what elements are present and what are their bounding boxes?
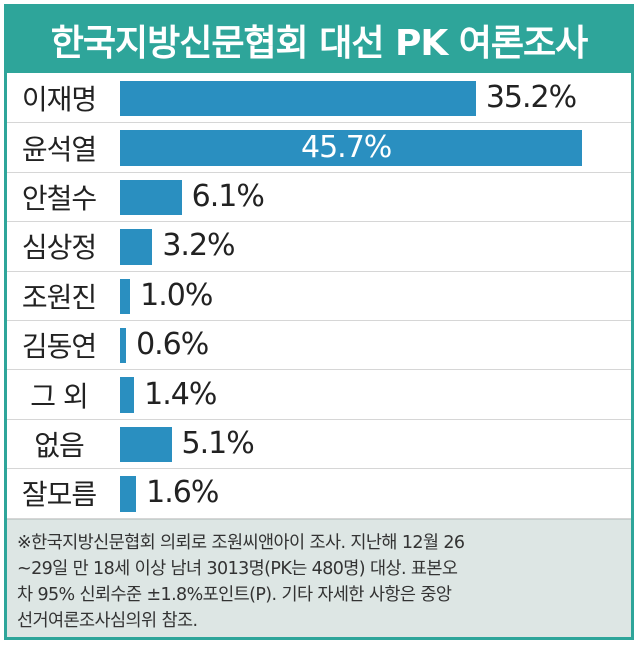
category-label: 그 외 <box>30 379 88 413</box>
chart-row: 없음 5.1% <box>7 420 631 470</box>
data-label: 1.0% <box>140 277 213 313</box>
bar <box>120 328 127 364</box>
bar <box>120 179 182 216</box>
bar <box>120 426 172 463</box>
chart-row: 윤석열 45.7% <box>7 123 631 173</box>
chart-row: 심상정 3.2% <box>7 222 631 272</box>
chart-row: 잘모름 1.6% <box>7 469 631 519</box>
category-label: 안철수 <box>21 181 97 215</box>
category-label: 김동연 <box>21 330 97 364</box>
data-label: 5.1% <box>181 425 255 461</box>
chart-frame: 한국지방신문협회 대선 PK 여론조사 이재명 35.2% 윤석열 45.7% 안철수 6… <box>4 4 634 640</box>
chart-row: 안철수 6.1% <box>7 173 631 223</box>
category-label: 잘모름 <box>21 478 97 512</box>
bar <box>120 229 153 265</box>
data-label: 35.2% <box>485 80 577 116</box>
chart-row: 김동연 0.6% <box>7 321 631 371</box>
bar <box>120 81 476 117</box>
data-label: 0.6% <box>136 327 209 363</box>
data-label: 45.7% <box>301 129 392 165</box>
category-label: 심상정 <box>21 231 97 265</box>
data-label: 3.2% <box>162 228 235 264</box>
data-label: 1.4% <box>144 376 217 412</box>
data-label: 6.1% <box>191 178 265 214</box>
data-label: 1.6% <box>146 475 219 511</box>
chart-title: 한국지방신문협회 대선 PK 여론조사 <box>7 7 631 73</box>
chart-row: 이재명 35.2% <box>7 74 631 124</box>
category-label: 조원진 <box>21 280 97 314</box>
chart-row: 조원진 1.0% <box>7 272 631 321</box>
bar <box>120 278 131 314</box>
chart-row: 그 외 1.4% <box>7 370 631 420</box>
bar <box>120 377 135 413</box>
bar <box>120 476 137 512</box>
category-label: 이재명 <box>21 83 97 117</box>
category-label: 없음 <box>34 428 85 462</box>
footnote: ※한국지방신문협회 의뢰로 조원씨앤아이 조사. 지난해 12월 26 ~29일… <box>7 519 631 637</box>
category-label: 윤석열 <box>21 132 97 166</box>
bar <box>120 130 582 166</box>
